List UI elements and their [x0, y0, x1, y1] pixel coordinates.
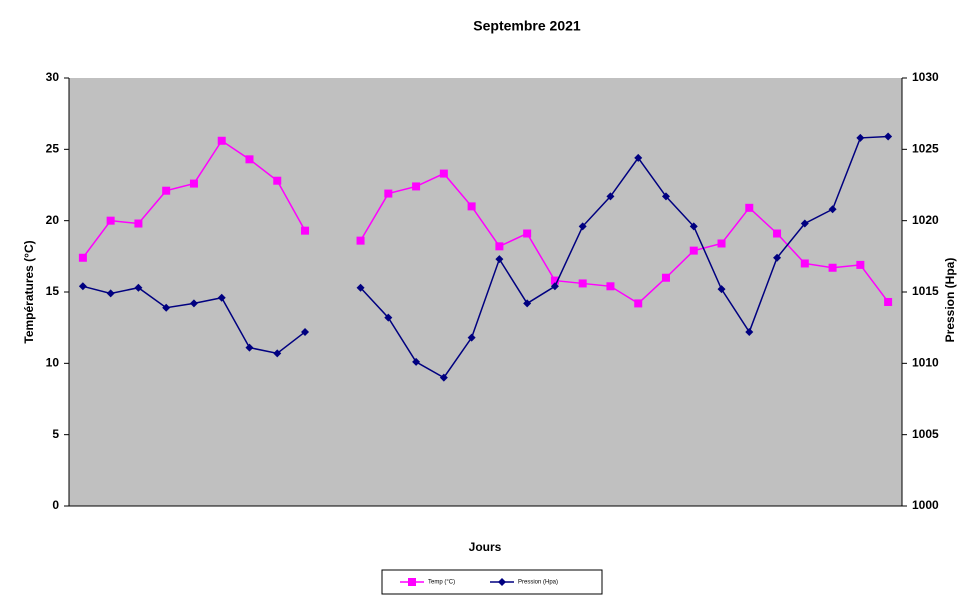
- x-axis-label: Jours: [469, 540, 502, 554]
- point: [106, 289, 115, 298]
- legend-marker: [408, 578, 416, 586]
- point: [439, 169, 448, 178]
- y-tick-label: 10: [46, 356, 60, 370]
- point: [523, 299, 532, 308]
- point: [856, 133, 865, 142]
- point: [467, 202, 476, 211]
- point: [578, 222, 587, 231]
- point: [661, 273, 670, 282]
- legend-label: Temp (°C): [428, 580, 455, 586]
- point: [217, 293, 226, 302]
- point: [689, 246, 698, 255]
- point: [634, 153, 643, 162]
- legend-marker: [498, 578, 506, 586]
- point: [245, 343, 254, 352]
- point: [356, 283, 365, 292]
- point: [106, 216, 115, 225]
- y2-tick-label: 1025: [912, 142, 939, 156]
- point: [550, 282, 559, 291]
- point: [134, 219, 143, 228]
- y-tick-label: 25: [46, 142, 60, 156]
- point: [495, 255, 504, 264]
- legend-label: Pression (Hpa): [518, 580, 558, 586]
- point: [384, 189, 393, 198]
- point: [162, 303, 171, 312]
- point: [523, 229, 532, 238]
- point: [356, 236, 365, 245]
- y2-axis-label: Pression (Hpa): [943, 258, 957, 343]
- point: [773, 253, 782, 262]
- point: [856, 260, 865, 269]
- point: [884, 297, 893, 306]
- point: [78, 282, 87, 291]
- y-tick-label: 5: [52, 427, 59, 441]
- point: [134, 283, 143, 292]
- y-tick-label: 20: [46, 213, 60, 227]
- y2-tick-label: 1000: [912, 498, 939, 512]
- point: [495, 242, 504, 251]
- point: [189, 179, 198, 188]
- point: [217, 136, 226, 145]
- point: [78, 253, 87, 262]
- point: [301, 226, 310, 235]
- point: [412, 182, 421, 191]
- point: [273, 349, 282, 358]
- point: [384, 313, 393, 322]
- point: [634, 299, 643, 308]
- point: [661, 192, 670, 201]
- point: [550, 276, 559, 285]
- point: [189, 299, 198, 308]
- y-tick-label: 15: [46, 284, 60, 298]
- y2-tick-label: 1015: [912, 284, 939, 298]
- point: [439, 373, 448, 382]
- plot-area: [69, 78, 902, 506]
- point: [800, 259, 809, 268]
- y-axis-label: Températures (°C): [22, 240, 36, 343]
- y2-tick-label: 1030: [912, 70, 939, 84]
- point: [745, 327, 754, 336]
- y2-tick-label: 1005: [912, 427, 939, 441]
- point: [467, 333, 476, 342]
- point: [689, 222, 698, 231]
- chart-title: Septembre 2021: [473, 18, 581, 34]
- y-tick-label: 0: [52, 498, 59, 512]
- point: [828, 263, 837, 272]
- point: [578, 279, 587, 288]
- y2-tick-label: 1010: [912, 356, 939, 370]
- point: [828, 205, 837, 214]
- point: [162, 186, 171, 195]
- point: [273, 176, 282, 185]
- y2-tick-label: 1020: [912, 213, 939, 227]
- point: [800, 219, 809, 228]
- point: [412, 357, 421, 366]
- point: [773, 229, 782, 238]
- point: [717, 285, 726, 294]
- point: [884, 132, 893, 141]
- y-tick-label: 30: [46, 70, 60, 84]
- point: [301, 327, 310, 336]
- point: [606, 192, 615, 201]
- point: [717, 239, 726, 248]
- point: [245, 155, 254, 164]
- point: [606, 282, 615, 291]
- point: [745, 203, 754, 212]
